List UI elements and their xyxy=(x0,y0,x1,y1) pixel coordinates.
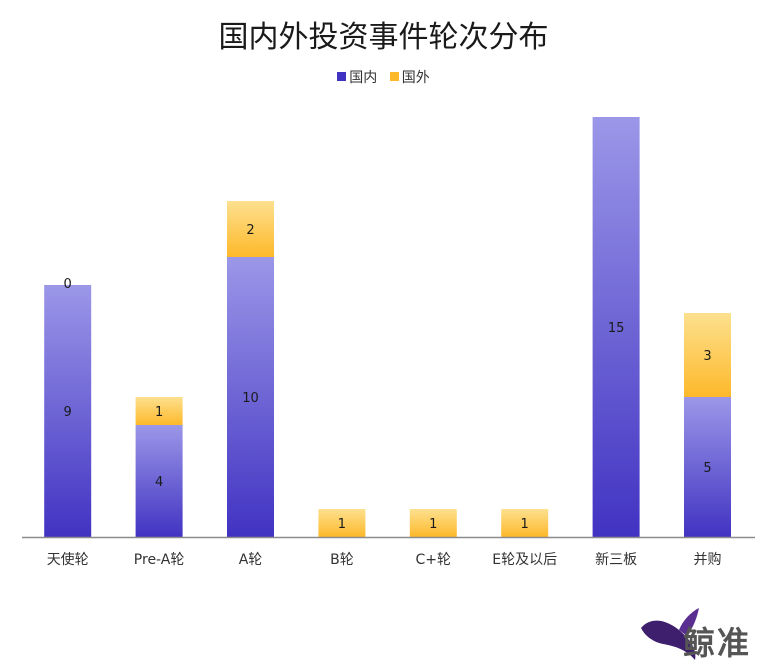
legend-swatch-foreign xyxy=(389,72,399,81)
data-label-domestic-1: 4 xyxy=(155,475,163,490)
legend-item-domestic: 国内 xyxy=(337,67,377,87)
data-label-foreign-7: 3 xyxy=(703,349,711,364)
x-tick-label: C+轮 xyxy=(416,552,452,568)
data-label-domestic-2: 10 xyxy=(242,391,259,406)
legend-swatch-domestic xyxy=(337,72,347,81)
chart-title: 国内外投资事件轮次分布 xyxy=(218,20,549,55)
x-tick-label: E轮及以后 xyxy=(492,552,557,568)
bar-domestic-0 xyxy=(44,285,92,537)
bar-foreign-2 xyxy=(227,201,274,257)
legend-label-domestic: 国内 xyxy=(349,70,378,86)
x-tick-label: 并购 xyxy=(694,552,722,568)
bar-domestic-2 xyxy=(227,257,274,537)
data-label-foreign-5: 1 xyxy=(521,517,529,532)
data-label-foreign-2: 2 xyxy=(246,223,254,238)
logo-text: 鲸准 xyxy=(683,624,752,662)
bar-foreign-5 xyxy=(501,509,549,537)
data-label-foreign-0: 0 xyxy=(64,277,72,292)
data-label-domestic-6: 15 xyxy=(608,321,625,336)
x-tick-label: B轮 xyxy=(330,552,354,568)
whale-logo-icon xyxy=(641,608,699,660)
data-label-foreign-3: 1 xyxy=(338,517,346,532)
bar-foreign-1 xyxy=(135,397,183,425)
data-label-domestic-7: 5 xyxy=(703,461,711,476)
data-label-foreign-1: 1 xyxy=(155,405,163,420)
data-label-foreign-4: 1 xyxy=(429,517,437,532)
x-tick-label: A轮 xyxy=(239,552,263,568)
bar-foreign-3 xyxy=(318,509,366,537)
bar-domestic-7 xyxy=(684,397,731,537)
bar-domestic-1 xyxy=(135,425,183,537)
legend: 国内 国外 xyxy=(0,67,767,87)
bar-foreign-7 xyxy=(684,313,731,397)
x-tick-label: 新三板 xyxy=(595,552,637,568)
legend-item-foreign: 国外 xyxy=(389,67,430,87)
legend-label-foreign: 国外 xyxy=(401,70,430,86)
data-label-domestic-0: 9 xyxy=(64,405,72,420)
x-tick-label: 天使轮 xyxy=(47,551,89,568)
bar-domestic-6 xyxy=(592,117,640,537)
bar-foreign-4 xyxy=(409,509,457,537)
x-tick-label: Pre-A轮 xyxy=(134,552,185,568)
